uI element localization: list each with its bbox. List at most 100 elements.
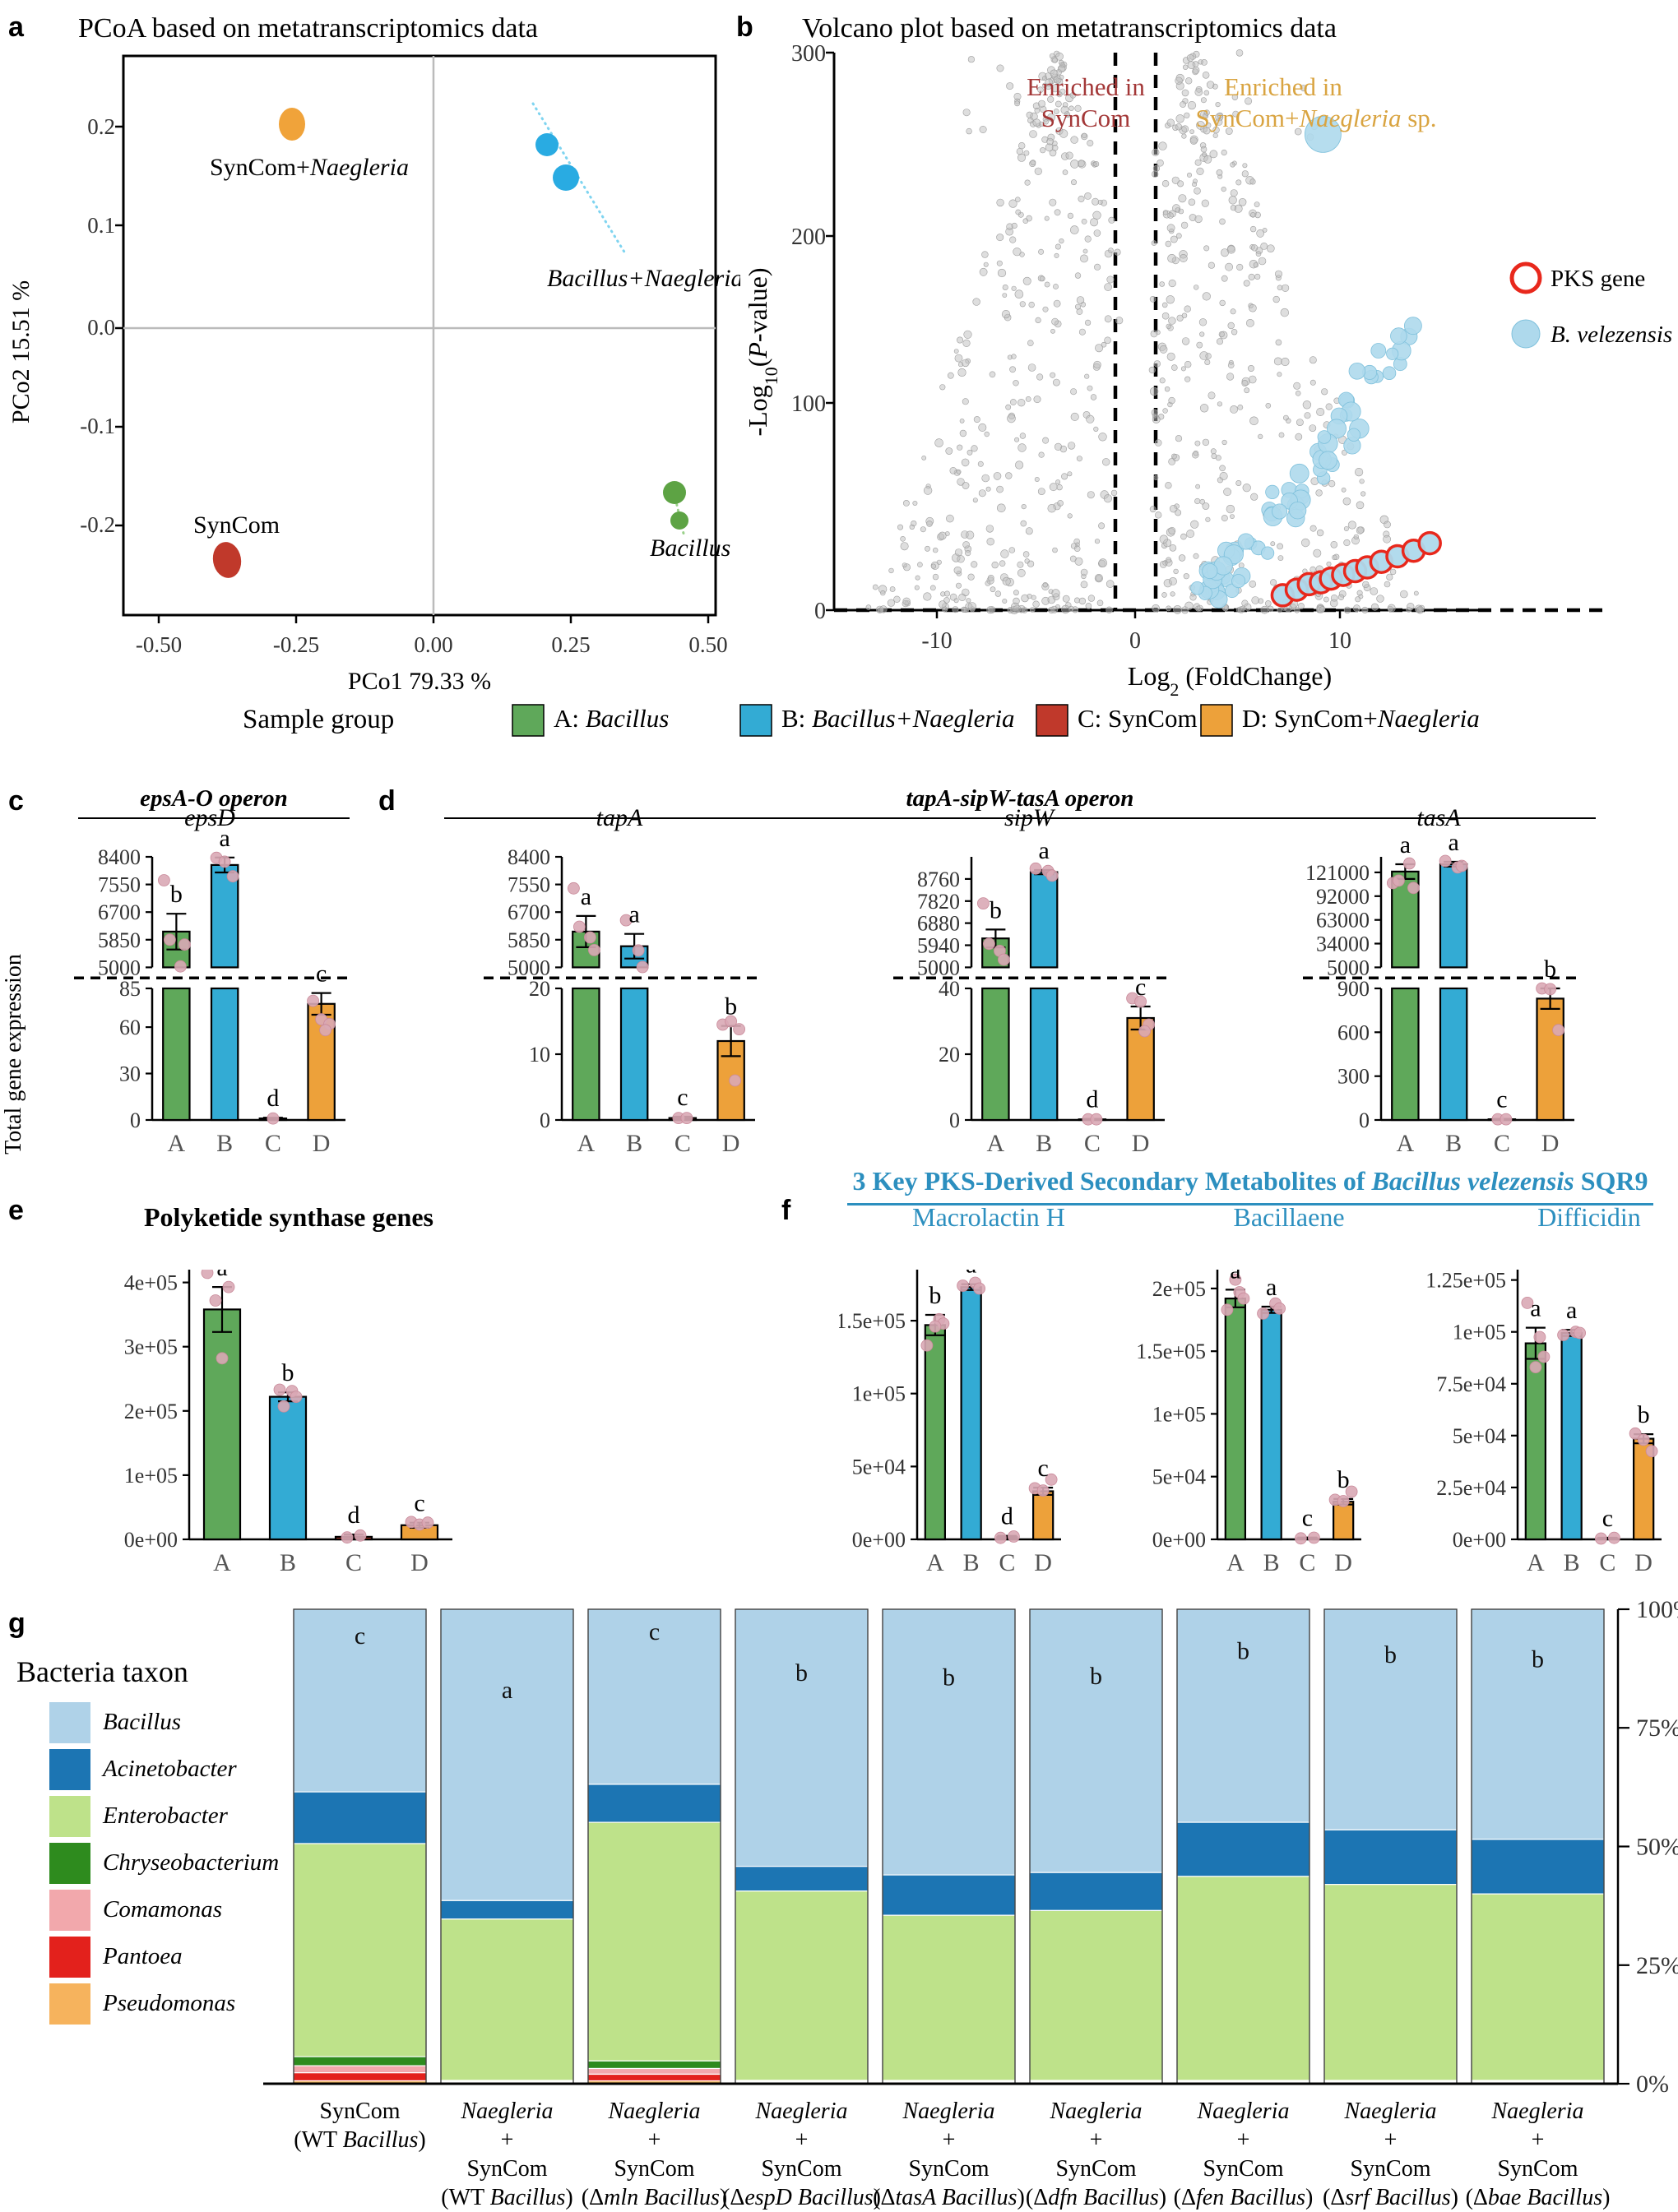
- svg-text:c: c: [677, 1084, 688, 1111]
- svg-text:Enriched in: Enriched in: [1027, 72, 1145, 101]
- svg-text:b: b: [1337, 1466, 1350, 1493]
- svg-text:B: B: [626, 1130, 642, 1157]
- svg-text:d: d: [1086, 1086, 1098, 1113]
- svg-text:D: D: [313, 1130, 331, 1157]
- svg-text:0%: 0%: [1636, 2071, 1669, 2098]
- svg-text:60: 60: [119, 1016, 141, 1039]
- svg-text:20: 20: [529, 977, 550, 1001]
- svg-text:1e+05: 1e+05: [852, 1382, 906, 1406]
- svg-text:C: C: [1599, 1549, 1615, 1576]
- svg-text:a: a: [1038, 837, 1049, 864]
- svg-text:a: a: [1266, 1274, 1277, 1301]
- svg-text:0e+00: 0e+00: [1152, 1528, 1206, 1552]
- svg-text:900: 900: [1337, 977, 1370, 1001]
- svg-text:200: 200: [791, 224, 826, 250]
- svg-text:0.1: 0.1: [87, 213, 115, 238]
- svg-text:5850: 5850: [98, 928, 141, 952]
- svg-text:c: c: [1135, 974, 1146, 1001]
- svg-text:b: b: [170, 881, 183, 908]
- svg-text:a: a: [1530, 1295, 1541, 1322]
- svg-text:5e+04: 5e+04: [1453, 1424, 1506, 1448]
- svg-text:b: b: [1384, 1641, 1397, 1668]
- svg-text:0: 0: [130, 1108, 141, 1132]
- svg-text:sipW: sipW: [1004, 804, 1056, 831]
- svg-text:B: B: [1263, 1549, 1280, 1576]
- svg-text:b: b: [929, 1282, 941, 1309]
- svg-text:C: C: [345, 1549, 362, 1576]
- svg-text:SynCom+Naegleria: SynCom+Naegleria: [210, 154, 409, 181]
- svg-text:30: 30: [119, 1062, 141, 1086]
- svg-text:SynCom: SynCom: [193, 511, 280, 539]
- svg-text:0: 0: [1359, 1108, 1370, 1132]
- svg-text:B: B: [1036, 1130, 1052, 1157]
- svg-text:0: 0: [949, 1108, 960, 1132]
- svg-text:600: 600: [1337, 1020, 1370, 1044]
- svg-text:40: 40: [939, 977, 960, 1001]
- svg-text:B: B: [963, 1549, 980, 1576]
- svg-text:B: B: [280, 1549, 296, 1576]
- svg-text:D: D: [1034, 1549, 1052, 1576]
- svg-text:SynCom+Naegleria sp.: SynCom+Naegleria sp.: [1195, 104, 1436, 132]
- svg-text:0.50: 0.50: [688, 632, 727, 657]
- svg-text:B. velezensis gene: B. velezensis gene: [1551, 322, 1678, 348]
- svg-text:5e+04: 5e+04: [1152, 1465, 1206, 1489]
- svg-text:63000: 63000: [1316, 909, 1370, 932]
- svg-text:A: A: [168, 1130, 186, 1157]
- svg-text:6700: 6700: [98, 900, 141, 924]
- svg-text:A: A: [1527, 1549, 1545, 1576]
- svg-text:a: a: [1566, 1297, 1577, 1324]
- svg-text:0: 0: [814, 599, 826, 624]
- svg-text:4e+05: 4e+05: [124, 1271, 178, 1295]
- svg-text:100: 100: [791, 391, 826, 417]
- svg-text:50%: 50%: [1636, 1834, 1678, 1861]
- svg-text:-0.1: -0.1: [80, 414, 115, 438]
- svg-text:SynCom: SynCom: [1041, 104, 1131, 132]
- svg-text:A: A: [987, 1130, 1005, 1157]
- svg-text:0e+00: 0e+00: [852, 1528, 906, 1552]
- svg-text:1e+05: 1e+05: [1152, 1402, 1206, 1426]
- svg-text:B: B: [216, 1130, 233, 1157]
- svg-text:A: A: [1397, 1130, 1415, 1157]
- svg-text:D: SynCom+Naegleria: D: SynCom+Naegleria: [1242, 704, 1480, 733]
- svg-text:D: D: [722, 1130, 740, 1157]
- svg-text:0e+00: 0e+00: [1453, 1528, 1506, 1552]
- svg-text:7550: 7550: [508, 873, 550, 897]
- svg-text:0.00: 0.00: [414, 632, 452, 657]
- svg-text:1.5e+05: 1.5e+05: [839, 1309, 906, 1333]
- svg-text:c: c: [1496, 1086, 1507, 1113]
- svg-text:-Log10(P-value): -Log10(P-value): [743, 267, 781, 436]
- svg-text:Enriched in: Enriched in: [1224, 72, 1342, 101]
- svg-text:-10: -10: [921, 628, 952, 654]
- svg-text:d: d: [267, 1085, 279, 1112]
- svg-text:b: b: [795, 1659, 808, 1687]
- svg-text:D: D: [1132, 1130, 1150, 1157]
- svg-text:a: a: [502, 1677, 512, 1704]
- svg-text:C: C: [999, 1549, 1015, 1576]
- svg-text:b: b: [725, 993, 737, 1020]
- svg-text:2.5e+04: 2.5e+04: [1436, 1476, 1506, 1500]
- svg-text:C: C: [1299, 1549, 1315, 1576]
- svg-text:121000: 121000: [1305, 861, 1370, 885]
- svg-text:5e+04: 5e+04: [852, 1455, 906, 1479]
- svg-text:20: 20: [939, 1043, 960, 1067]
- svg-text:tasA: tasA: [1416, 804, 1461, 831]
- svg-text:3e+05: 3e+05: [124, 1335, 178, 1359]
- svg-text:-0.50: -0.50: [136, 632, 182, 657]
- svg-text:10: 10: [1328, 628, 1351, 654]
- svg-text:PKS gene: PKS gene: [1551, 266, 1645, 292]
- svg-text:b: b: [943, 1664, 955, 1691]
- svg-text:B: B: [1564, 1549, 1580, 1576]
- svg-text:8400: 8400: [508, 845, 550, 869]
- svg-text:Log2 (FoldChange): Log2 (FoldChange): [1128, 661, 1332, 697]
- svg-text:a: a: [1448, 829, 1458, 856]
- svg-text:a: a: [628, 901, 639, 928]
- svg-text:75%: 75%: [1636, 1715, 1678, 1742]
- svg-text:5940: 5940: [917, 934, 960, 958]
- svg-text:Bacillus: Bacillus: [650, 534, 730, 562]
- svg-text:b: b: [282, 1359, 294, 1386]
- svg-text:c: c: [355, 1622, 365, 1650]
- svg-text:C: C: [1084, 1130, 1101, 1157]
- svg-text:tapA: tapA: [596, 804, 643, 831]
- svg-text:-0.25: -0.25: [273, 632, 319, 657]
- svg-text:A: A: [1226, 1549, 1245, 1576]
